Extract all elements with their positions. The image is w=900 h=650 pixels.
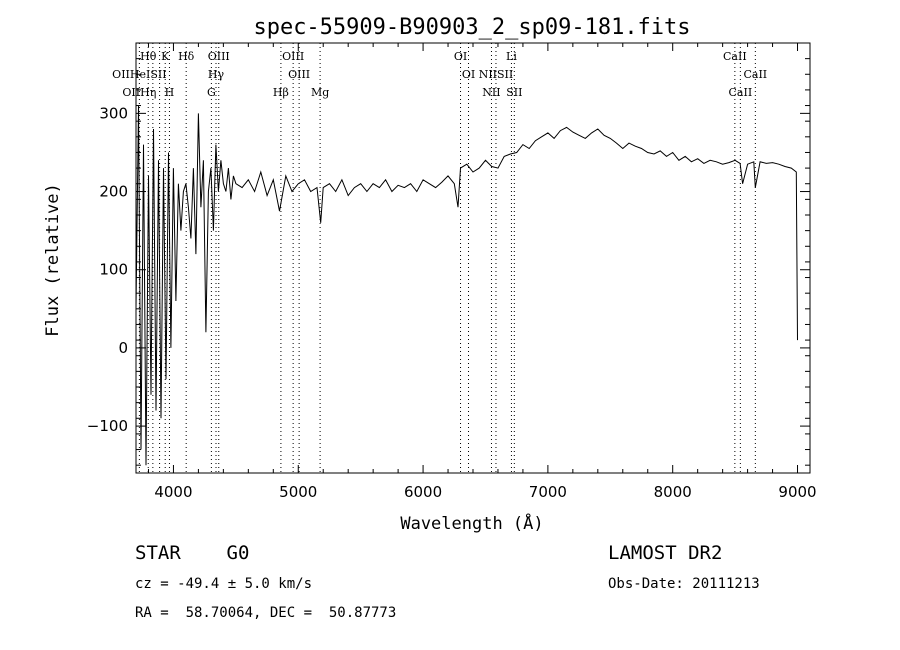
line-label: OI	[454, 50, 467, 63]
object-class: STAR G0	[135, 542, 250, 564]
plot-frame	[135, 42, 811, 474]
y-tick-label: 100	[99, 261, 128, 279]
line-label: OIIHη	[122, 86, 156, 99]
redshift-text: cz = -49.4 ± 5.0 km/s	[135, 576, 313, 592]
spectrum-line	[135, 105, 798, 466]
line-label: Hδ	[178, 50, 195, 63]
line-label: Hγ	[208, 68, 225, 81]
line-label: Li	[506, 50, 517, 63]
line-label: Mg	[311, 86, 329, 99]
line-label: OI	[462, 68, 475, 81]
line-label: SII	[506, 86, 522, 99]
y-tick-label: 200	[99, 183, 128, 201]
chart-title: spec-55909-B90903_2_sp09-181.fits	[253, 15, 690, 40]
x-tick-label: 6000	[404, 483, 442, 501]
coordinates-text: RA = 58.70064, DEC = 50.87773	[135, 605, 397, 621]
x-tick-label: 8000	[654, 483, 692, 501]
line-label: OIII	[288, 68, 310, 81]
y-axis: −100 0 100 200 300	[87, 58, 810, 466]
line-label: K	[161, 50, 170, 63]
x-tick-label: 7000	[529, 483, 567, 501]
obs-date: Obs-Date: 20111213	[608, 576, 760, 592]
y-tick-label: 300	[99, 104, 128, 122]
y-tick-label: −100	[87, 417, 128, 435]
line-label: CaII	[743, 68, 767, 81]
line-label: NII	[482, 86, 500, 99]
line-label: OIII	[208, 50, 230, 63]
line-label: G	[207, 86, 216, 99]
line-label: Hθ	[140, 50, 157, 63]
line-label: OIII	[282, 50, 304, 63]
line-label: NIISII	[479, 68, 514, 81]
line-label: Hβ	[273, 86, 289, 99]
line-label: H	[165, 86, 175, 99]
x-axis-label: Wavelength (Å)	[400, 512, 543, 534]
line-label: CaII	[729, 86, 753, 99]
x-axis: 4000 5000 6000 7000 8000 9000	[147, 43, 817, 501]
y-axis-label: Flux (relative)	[43, 183, 63, 337]
x-tick-label: 5000	[279, 483, 317, 501]
x-tick-label: 4000	[154, 483, 192, 501]
y-tick-label: 0	[118, 339, 128, 357]
spectral-line-markers	[138, 43, 756, 473]
x-tick-label: 9000	[778, 483, 816, 501]
survey-name: LAMOST DR2	[608, 542, 723, 564]
line-label: CaII	[723, 50, 747, 63]
